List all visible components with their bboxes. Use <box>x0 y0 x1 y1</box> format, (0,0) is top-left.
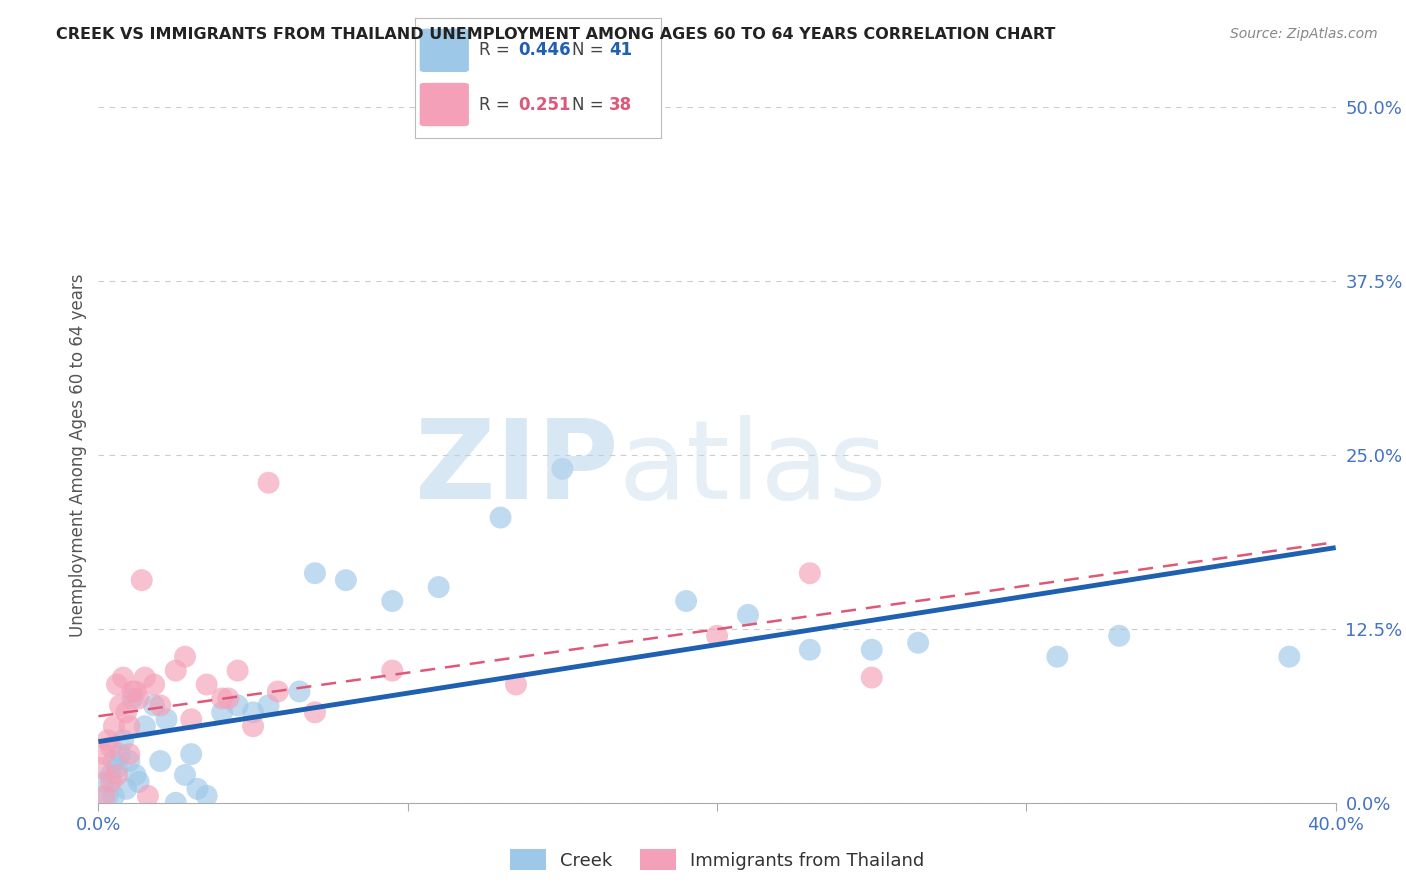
Point <box>381 664 404 678</box>
Point <box>174 768 197 782</box>
Text: 41: 41 <box>609 41 633 60</box>
Point <box>706 629 728 643</box>
Point <box>121 684 143 698</box>
Point <box>124 684 146 698</box>
Point <box>675 594 697 608</box>
Point <box>860 671 883 685</box>
Point <box>217 691 239 706</box>
Point <box>97 733 120 747</box>
Point <box>737 607 759 622</box>
Point <box>860 642 883 657</box>
Point <box>381 594 404 608</box>
Point <box>211 706 233 720</box>
Point <box>97 789 120 803</box>
Point <box>505 677 527 691</box>
Point <box>174 649 197 664</box>
Text: 0.251: 0.251 <box>517 95 571 113</box>
Point <box>112 733 135 747</box>
Y-axis label: Unemployment Among Ages 60 to 64 years: Unemployment Among Ages 60 to 64 years <box>69 273 87 637</box>
Text: R =: R = <box>478 95 515 113</box>
Point <box>115 781 138 796</box>
Point <box>134 719 156 733</box>
Point <box>134 671 156 685</box>
Text: N =: N = <box>572 95 609 113</box>
Point <box>186 781 208 796</box>
Point <box>143 698 166 713</box>
Point <box>226 698 249 713</box>
Point <box>136 789 159 803</box>
Point <box>799 642 821 657</box>
Text: N =: N = <box>572 41 609 60</box>
Point <box>427 580 450 594</box>
Point <box>118 747 141 761</box>
Point <box>100 775 122 789</box>
Point <box>180 712 202 726</box>
Point <box>799 566 821 581</box>
Point <box>242 719 264 733</box>
Point <box>155 712 177 726</box>
Point <box>103 754 125 768</box>
Point <box>115 706 138 720</box>
Point <box>165 796 187 810</box>
FancyBboxPatch shape <box>419 29 468 72</box>
Text: Source: ZipAtlas.com: Source: ZipAtlas.com <box>1230 27 1378 41</box>
Point <box>288 684 311 698</box>
Point <box>335 573 357 587</box>
Point <box>108 698 131 713</box>
Point <box>105 768 128 782</box>
Point <box>1046 649 1069 664</box>
Point <box>103 719 125 733</box>
Text: 38: 38 <box>609 95 633 113</box>
Point <box>143 677 166 691</box>
Point <box>149 698 172 713</box>
Point <box>195 789 218 803</box>
Point <box>257 475 280 490</box>
Point <box>103 789 125 803</box>
Point <box>131 573 153 587</box>
Point <box>124 768 146 782</box>
Point <box>93 789 115 803</box>
Point <box>108 747 131 761</box>
Point <box>105 677 128 691</box>
Point <box>304 566 326 581</box>
Point <box>105 761 128 775</box>
Point <box>1108 629 1130 643</box>
Point <box>226 664 249 678</box>
Point <box>121 691 143 706</box>
Point <box>257 698 280 713</box>
Point <box>112 671 135 685</box>
Point <box>242 706 264 720</box>
Point <box>180 747 202 761</box>
Point <box>93 747 115 761</box>
Point <box>118 754 141 768</box>
FancyBboxPatch shape <box>419 83 468 126</box>
Point <box>195 677 218 691</box>
Point <box>128 775 150 789</box>
Point <box>93 775 115 789</box>
Point <box>118 719 141 733</box>
Text: ZIP: ZIP <box>415 416 619 523</box>
Legend: Creek, Immigrants from Thailand: Creek, Immigrants from Thailand <box>502 842 932 877</box>
Point <box>100 768 122 782</box>
Text: atlas: atlas <box>619 416 887 523</box>
Point <box>489 510 512 524</box>
Point <box>304 706 326 720</box>
Text: CREEK VS IMMIGRANTS FROM THAILAND UNEMPLOYMENT AMONG AGES 60 TO 64 YEARS CORRELA: CREEK VS IMMIGRANTS FROM THAILAND UNEMPL… <box>56 27 1056 42</box>
Point <box>551 462 574 476</box>
Point <box>90 761 112 775</box>
Point <box>1278 649 1301 664</box>
Point <box>211 691 233 706</box>
Point <box>165 664 187 678</box>
Text: 0.446: 0.446 <box>517 41 571 60</box>
Point <box>907 636 929 650</box>
Text: R =: R = <box>478 41 515 60</box>
Point <box>149 754 172 768</box>
Point <box>100 740 122 755</box>
Point <box>128 691 150 706</box>
Point <box>267 684 290 698</box>
